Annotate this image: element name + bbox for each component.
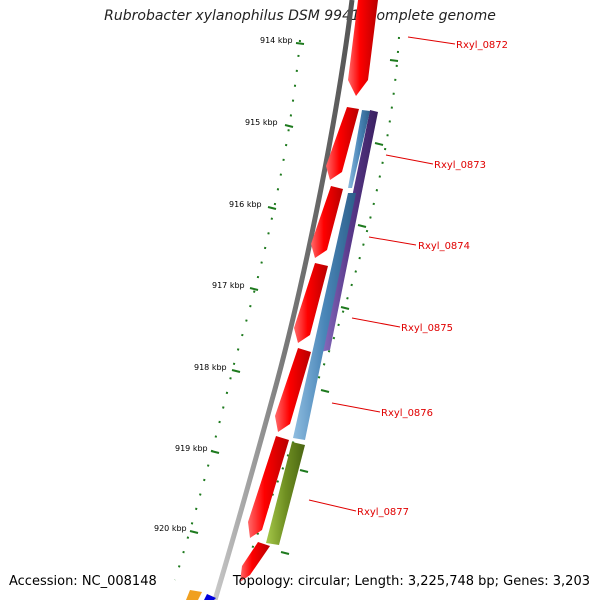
genome-backbone <box>212 0 355 600</box>
segment-blue-0873 <box>348 110 370 188</box>
gene-arrow <box>294 263 328 343</box>
ruler-label: 917 kbp <box>212 281 245 290</box>
ruler-tick <box>284 124 294 128</box>
gene-arrows <box>240 0 378 582</box>
gene-label[interactable]: Rxyl_0872 <box>456 40 508 51</box>
ruler-tick <box>267 206 277 210</box>
outer-tick <box>389 59 399 62</box>
ruler-label: 915 kbp <box>245 118 278 127</box>
leader-line <box>331 402 381 413</box>
ruler-tick <box>189 530 199 534</box>
accession-text: Accession: NC_008148 <box>9 574 157 589</box>
gene-arrow <box>326 107 359 180</box>
segment-olive-0877 <box>266 442 305 545</box>
leader-line <box>368 236 417 246</box>
genome-title: Rubrobacter xylanophilus DSM 9941, compl… <box>104 8 496 24</box>
gene-arrow <box>248 436 289 538</box>
gene-arrow <box>348 0 378 96</box>
gene-label[interactable]: Rxyl_0875 <box>401 323 453 334</box>
outer-gene-ticks <box>280 59 399 555</box>
gene-arrow <box>275 348 311 432</box>
outer-tick <box>299 469 309 473</box>
ruler-labels: 914 kbp 915 kbp 916 kbp 917 kbp 918 kbp … <box>154 36 293 533</box>
gene-label[interactable]: Rxyl_0874 <box>418 241 470 252</box>
outer-tick <box>340 306 350 310</box>
gene-label[interactable]: Rxyl_0876 <box>381 408 433 419</box>
outer-tick <box>280 551 290 555</box>
ruler-ticks <box>189 42 305 534</box>
outer-tick <box>320 389 330 393</box>
ruler-tick <box>295 42 305 45</box>
ruler-label: 916 kbp <box>229 200 262 209</box>
gene-arrow <box>311 186 343 258</box>
topology-text: Topology: circular; Length: 3,225,748 bp… <box>232 574 590 589</box>
reverse-strand-segments <box>266 110 378 545</box>
outer-tick <box>374 142 384 146</box>
gene-arrow-partial-blue <box>204 594 216 600</box>
gene-labels: Rxyl_0872 Rxyl_0873 Rxyl_0874 Rxyl_0875 … <box>357 40 508 518</box>
segment-blue-0874 <box>293 193 356 440</box>
ruler-label: 919 kbp <box>175 444 208 453</box>
ruler-label: 914 kbp <box>260 36 293 45</box>
ruler-label: 920 kbp <box>154 524 187 533</box>
gene-arrow-partial-orange <box>186 590 202 600</box>
outer-tick <box>357 224 367 228</box>
gene-leader-lines <box>308 36 456 512</box>
leader-line <box>385 154 434 165</box>
ruler-tick <box>249 287 259 291</box>
ruler-tick <box>231 369 241 373</box>
leader-line <box>308 499 357 512</box>
leader-line <box>407 36 456 45</box>
gene-label[interactable]: Rxyl_0877 <box>357 507 409 518</box>
ruler-label: 918 kbp <box>194 363 227 372</box>
leader-line <box>351 317 401 328</box>
ruler-tick <box>210 450 220 454</box>
gene-arrow <box>240 542 270 582</box>
gene-label[interactable]: Rxyl_0873 <box>434 160 486 171</box>
